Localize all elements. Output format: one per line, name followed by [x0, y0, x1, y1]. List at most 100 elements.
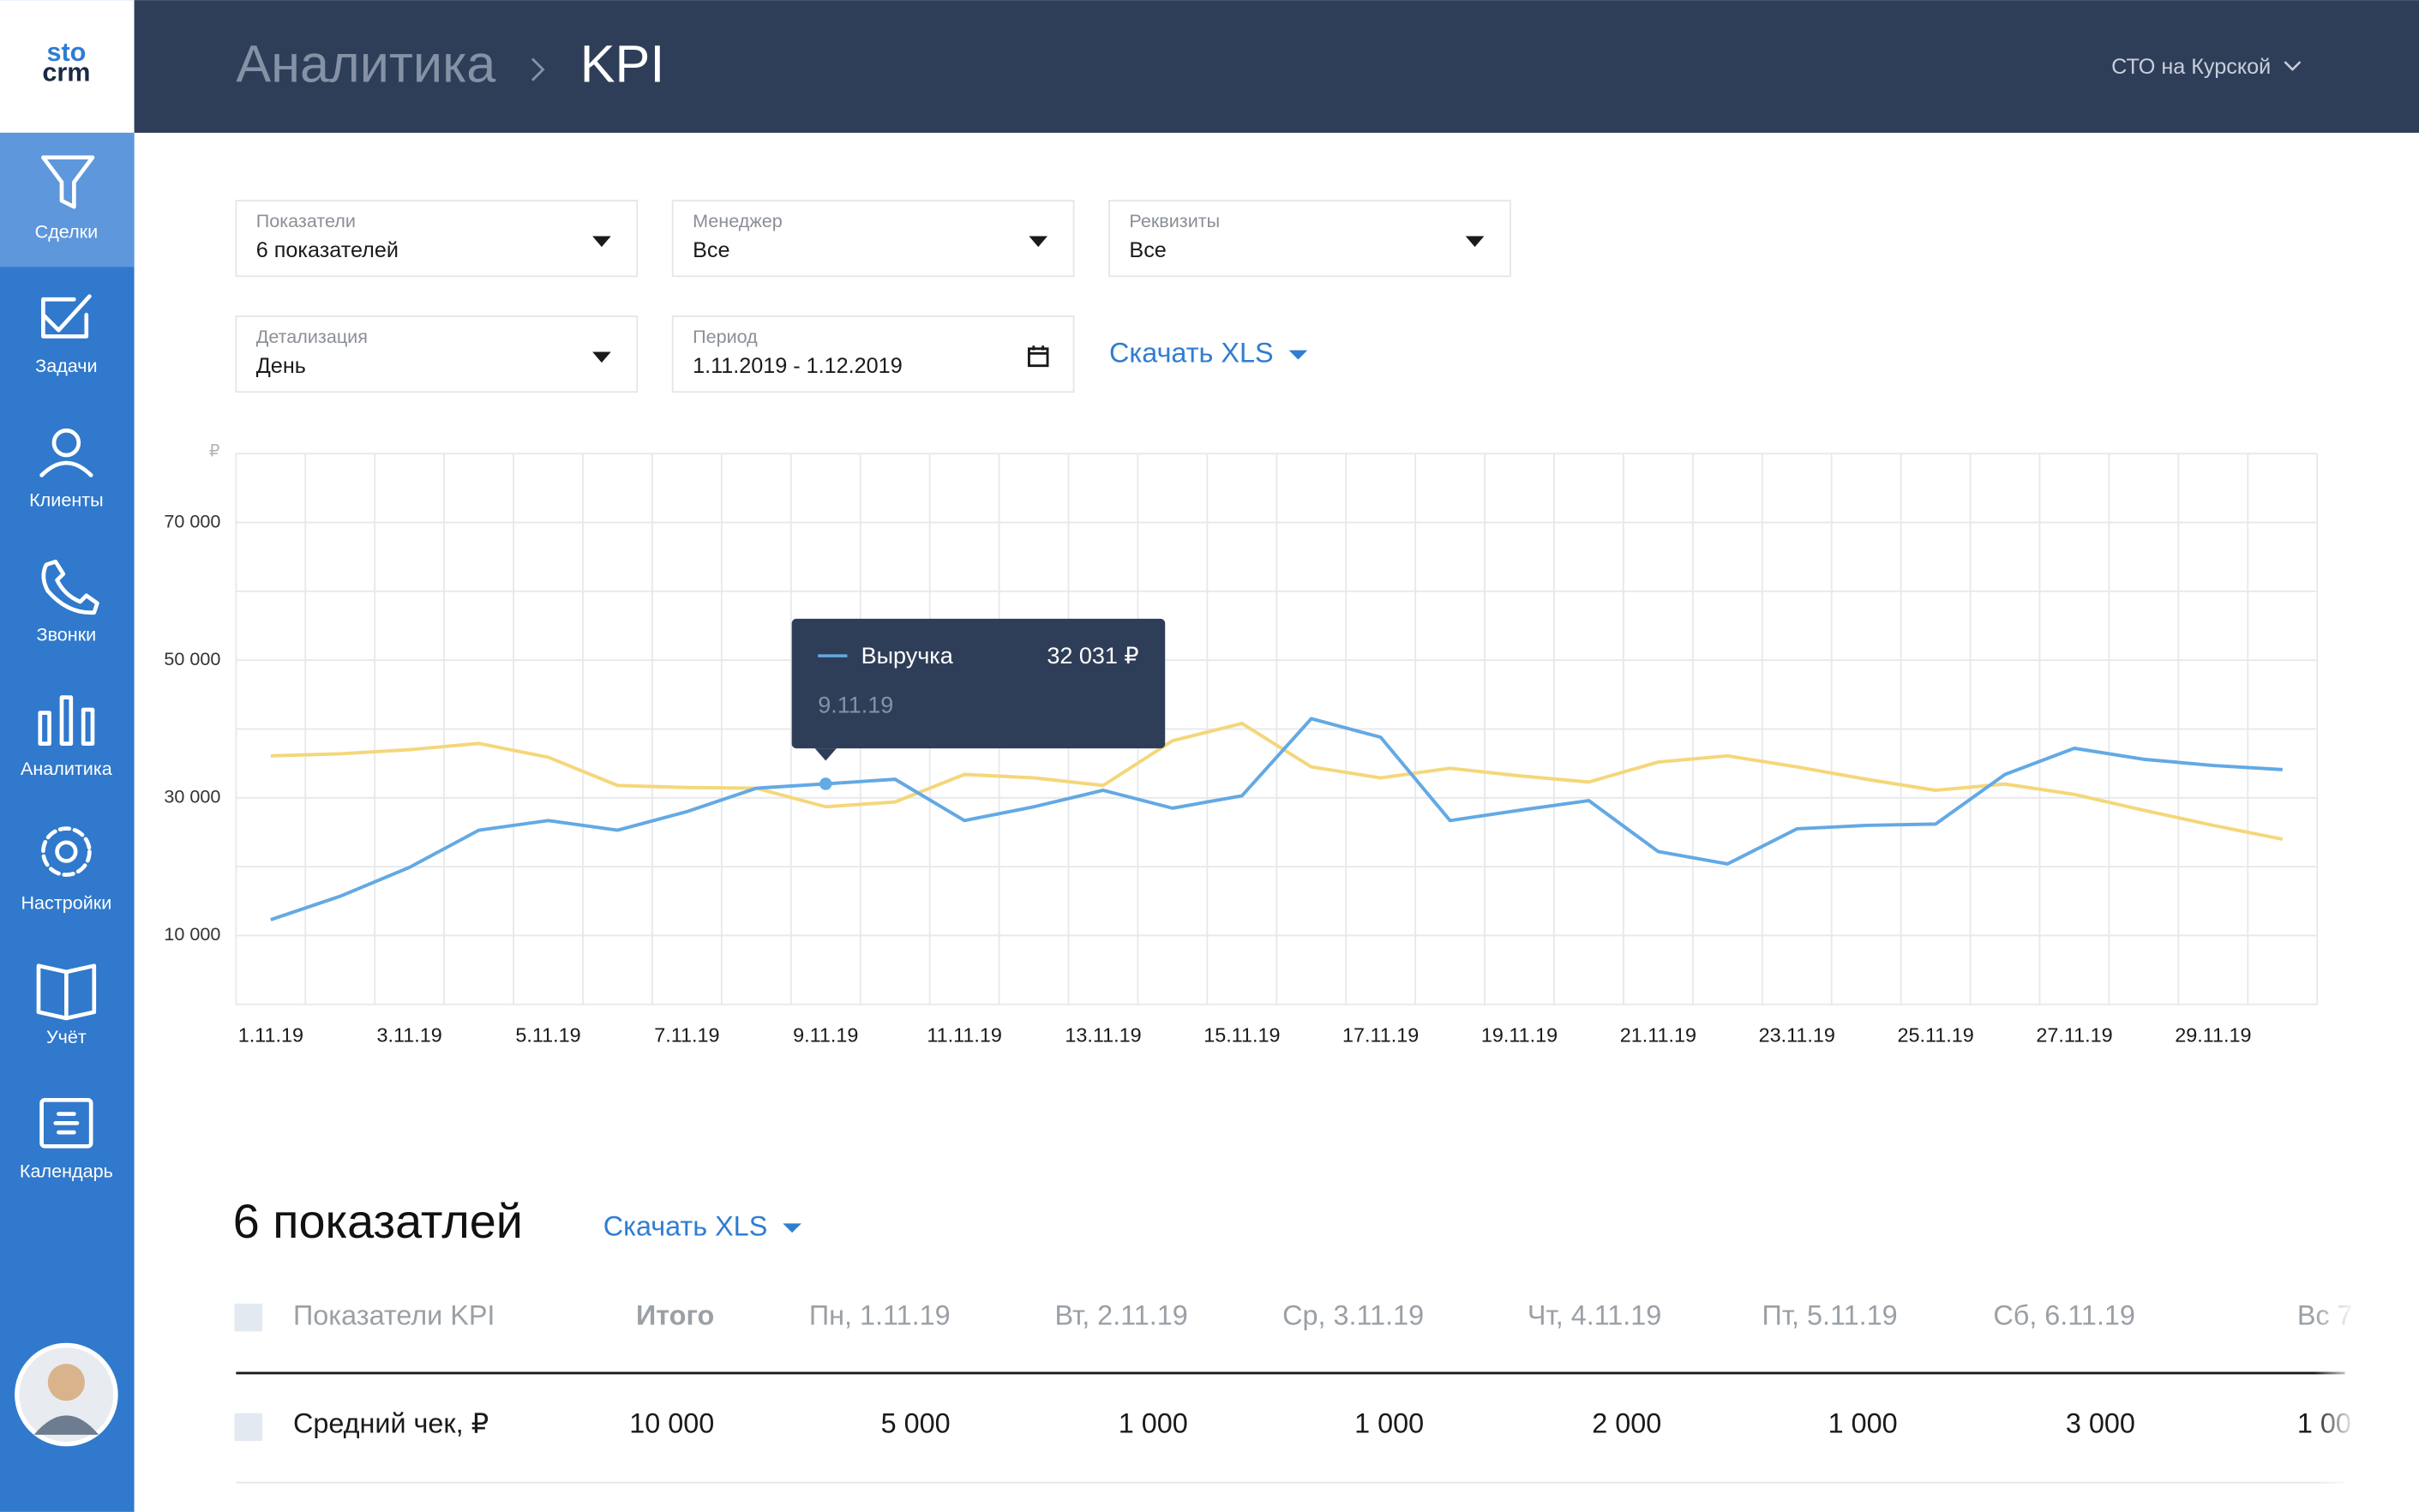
table-cell: Средний чек, ₽ [293, 1408, 489, 1439]
table-cell: 1 000 [1119, 1408, 1188, 1439]
nav-label: Звонки [37, 623, 97, 645]
dropdown-arrow [592, 351, 611, 363]
table-cell: Ср, 3.11.19 [1282, 1300, 1424, 1331]
page-title: KPI [580, 34, 665, 93]
icon-check [41, 294, 92, 339]
table-cell: 10 000 [629, 1408, 714, 1439]
filter-label: Менеджер [693, 210, 783, 231]
download-caret [783, 1223, 801, 1233]
x-tick-label: 11.11.19 [927, 1024, 1002, 1047]
checkbox[interactable] [234, 1413, 262, 1442]
nav-label: Клиенты [29, 489, 104, 511]
fade [2314, 1280, 2419, 1497]
y-unit: ₽ [209, 442, 220, 461]
x-tick-label: 17.11.19 [1342, 1024, 1419, 1047]
x-tick-label: 13.11.19 [1065, 1024, 1141, 1047]
download-caret [1288, 350, 1308, 360]
nav-label: Задачи [35, 355, 97, 376]
breadcrumb-sep [531, 57, 545, 81]
x-tick-label: 1.11.19 [238, 1024, 303, 1047]
table-cell: Итого [636, 1300, 714, 1331]
filter-value: 6 показателей [256, 238, 399, 262]
table-cell: 3 000 [2066, 1408, 2135, 1439]
icon-phone [41, 559, 99, 615]
series-line [270, 717, 2283, 921]
table-cell: 1 000 [1828, 1408, 1898, 1439]
logo-text: crm [42, 58, 90, 87]
tooltip-point [819, 777, 832, 790]
x-tick-label: 29.11.19 [2175, 1024, 2251, 1047]
dropdown-arrow [1465, 236, 1485, 248]
section-title: 6 показатлей [233, 1194, 523, 1248]
x-tick-label: 27.11.19 [2036, 1024, 2112, 1047]
filter-label: Реквизиты [1129, 210, 1220, 231]
dropdown-arrow [592, 236, 611, 248]
download-link[interactable]: Скачать XLS [603, 1210, 768, 1241]
nav-label: Календарь [20, 1161, 113, 1182]
icon-user [51, 428, 81, 458]
table-cell: Сб, 6.11.19 [1993, 1300, 2135, 1331]
filter-value: Все [693, 238, 729, 262]
y-tick-label: 70 000 [164, 510, 220, 531]
tooltip-box [791, 618, 1166, 749]
x-tick-label: 7.11.19 [654, 1024, 719, 1047]
filter-label: Показатели [256, 210, 356, 231]
checkbox[interactable] [234, 1303, 262, 1332]
nav-label: Учёт [46, 1026, 87, 1047]
filter-value: 1.11.2019 - 1.12.2019 [693, 354, 903, 378]
icon-bars [38, 695, 95, 746]
icon-calendar [39, 1098, 93, 1149]
dropdown-arrow [1029, 236, 1048, 248]
filter-value: Все [1129, 238, 1166, 262]
table-cell: 5 000 [881, 1408, 951, 1439]
x-tick-label: 5.11.19 [515, 1024, 580, 1047]
avatar-shirt [33, 1415, 99, 1435]
tooltip-name: Выручка [861, 643, 953, 669]
filter-label: Детализация [256, 326, 368, 347]
y-tick-label: 10 000 [164, 923, 220, 945]
table-cell: 1 000 [1354, 1408, 1424, 1439]
table-cell: Показатели KPI [293, 1300, 495, 1331]
filter-box[interactable] [235, 200, 639, 278]
logo-box [0, 0, 135, 133]
tooltip-pointer [814, 748, 837, 761]
y-tick-label: 50 000 [164, 648, 220, 669]
filter-box[interactable] [235, 315, 639, 393]
nav-label: Аналитика [21, 758, 112, 779]
icon-user-body [39, 460, 93, 477]
filter-value: День [256, 354, 306, 378]
filter-label: Период [693, 326, 758, 347]
icon-funnel [41, 155, 95, 209]
download-link[interactable]: Скачать XLS [1109, 338, 1274, 369]
icon-calendar-lines [53, 1112, 80, 1135]
nav-label: Сделки [35, 221, 99, 243]
icon-gear [55, 840, 78, 863]
x-tick-label: 9.11.19 [793, 1024, 858, 1047]
x-tick-label: 25.11.19 [1897, 1024, 1973, 1047]
y-tick-label: 30 000 [164, 786, 220, 807]
x-tick-label: 23.11.19 [1759, 1024, 1835, 1047]
breadcrumb: Аналитика [236, 34, 496, 93]
calendar-icon [1027, 345, 1049, 368]
x-tick-label: 3.11.19 [377, 1024, 442, 1047]
filter-box[interactable] [1108, 200, 1511, 278]
company-caret [2284, 61, 2302, 71]
logo-text: sto [46, 38, 86, 67]
company: СТО на Курской [2111, 55, 2271, 79]
nav-label: Настройки [21, 891, 111, 913]
icon-book [36, 963, 97, 1021]
series-line [270, 722, 2284, 841]
x-tick-label: 21.11.19 [1620, 1024, 1696, 1047]
table-cell: Вт, 2.11.19 [1054, 1300, 1187, 1331]
nav-active [0, 132, 135, 267]
filter-box[interactable] [671, 200, 1075, 278]
filter-box[interactable] [671, 315, 1075, 393]
header [134, 0, 2419, 133]
table-cell: Чт, 4.11.19 [1528, 1300, 1661, 1331]
table-cell: Пт, 5.11.19 [1762, 1300, 1898, 1331]
nav-icons [36, 155, 99, 1149]
avatar-face [47, 1364, 85, 1401]
x-tick-label: 19.11.19 [1481, 1024, 1558, 1047]
